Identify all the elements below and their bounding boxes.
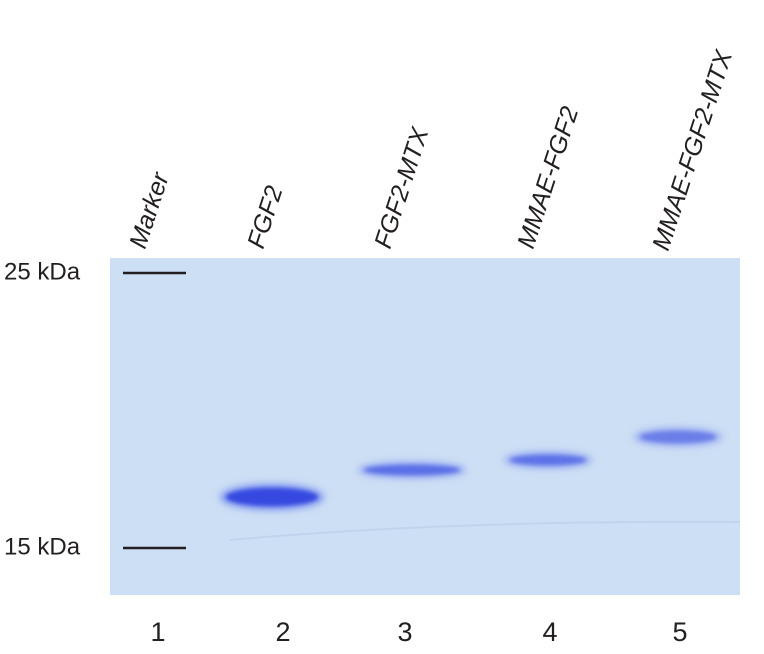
lane-label: Marker	[124, 168, 175, 252]
bands	[220, 428, 722, 510]
lane-label: MMAE-FGF2-MTX	[647, 46, 738, 254]
lane-number: 5	[672, 617, 687, 647]
lane-number: 3	[397, 617, 412, 647]
band	[364, 465, 460, 475]
lane-label: MMAE-FGF2	[512, 103, 584, 252]
lane-number: 4	[542, 617, 557, 647]
lane-number: 2	[275, 617, 290, 647]
gel-streak	[229, 520, 741, 541]
marker-label: 25 kDa	[4, 258, 81, 285]
band	[226, 488, 318, 506]
marker-label: 15 kDa	[4, 533, 81, 560]
band	[640, 431, 716, 443]
lane-label: FGF2	[242, 182, 288, 252]
band	[510, 455, 586, 465]
lane-label: FGF2-MTX	[369, 123, 435, 252]
gel	[110, 258, 740, 595]
lane-number: 1	[150, 617, 165, 647]
